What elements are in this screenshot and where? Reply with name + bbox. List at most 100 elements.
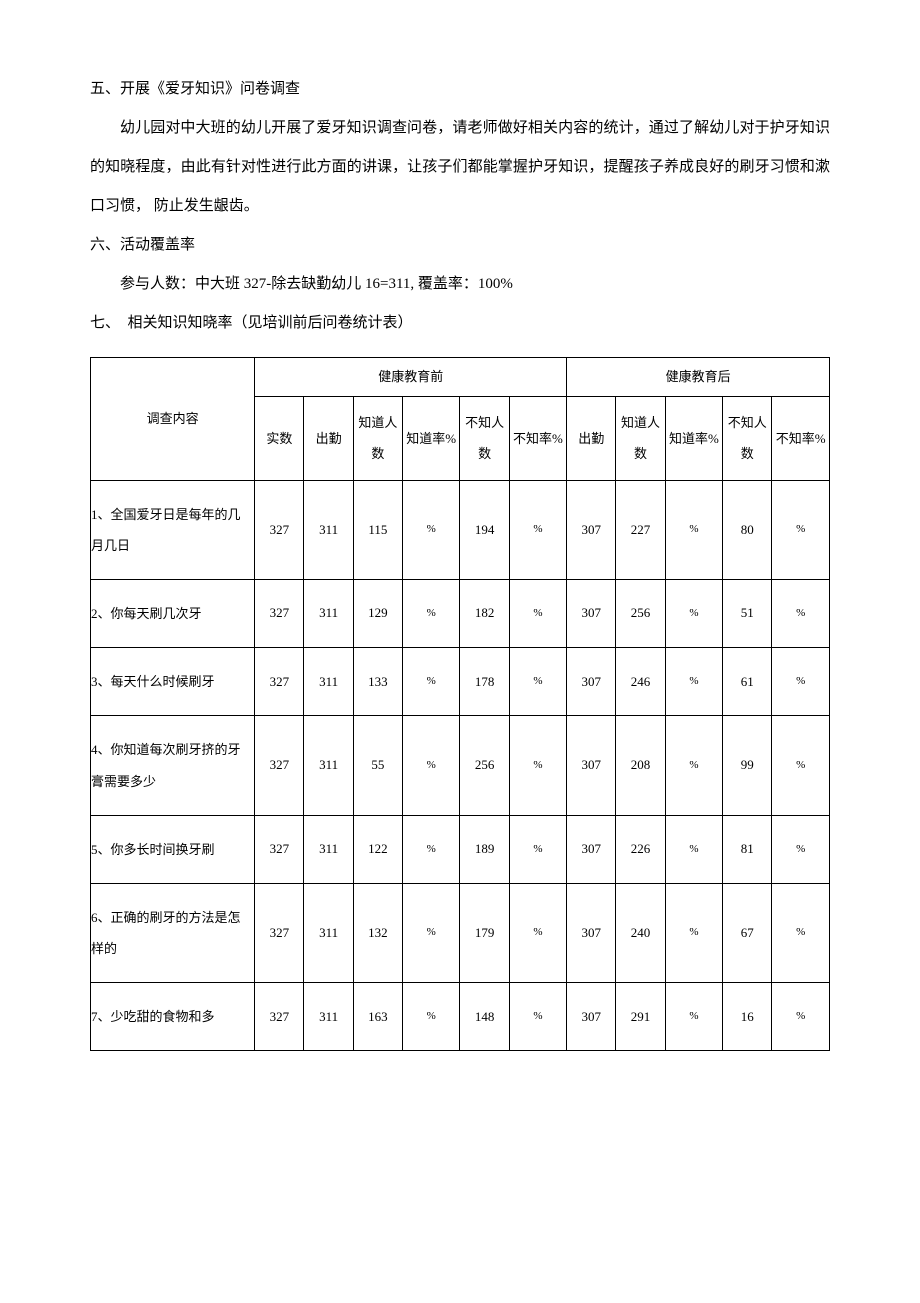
cell-real: 327 [255, 716, 304, 815]
cell-after-attend: 307 [567, 815, 616, 883]
cell-before-known: 55 [353, 716, 402, 815]
cell-before-unknowpct: % [509, 883, 566, 982]
cell-question: 5、你多长时间换牙刷 [91, 815, 255, 883]
cell-before-unknowpct: % [509, 648, 566, 716]
cell-before-known: 122 [353, 815, 402, 883]
col-before-knowpct: 知道率% [402, 397, 459, 480]
cell-after-unknowpct: % [772, 648, 830, 716]
cell-before-attend: 311 [304, 815, 353, 883]
cell-question: 7、少吃甜的食物和多 [91, 983, 255, 1051]
cell-after-attend: 307 [567, 883, 616, 982]
cell-before-knowpct: % [402, 815, 459, 883]
table-row: 7、少吃甜的食物和多327311163%148%307291%16% [91, 983, 830, 1051]
col-before-known: 知道人数 [353, 397, 402, 480]
cell-after-knowpct: % [665, 579, 722, 647]
cell-real: 327 [255, 883, 304, 982]
section6-paragraph: 参与人数：中大班 327-除去缺勤幼儿 16=311, 覆盖率：100% [90, 265, 830, 304]
section7-heading: 七、 相关知识知晓率（见培训前后问卷统计表） [90, 304, 830, 343]
cell-after-known: 246 [616, 648, 665, 716]
cell-after-unknowpct: % [772, 983, 830, 1051]
section5-paragraph: 幼儿园对中大班的幼儿开展了爱牙知识调查问卷，请老师做好相关内容的统计，通过了解幼… [90, 109, 830, 226]
cell-before-known: 133 [353, 648, 402, 716]
cell-real: 327 [255, 579, 304, 647]
survey-table: 调查内容 健康教育前 健康教育后 实数 出勤 知道人数 知道率% 不知人数 不知… [90, 357, 830, 1051]
cell-after-known: 227 [616, 480, 665, 579]
cell-before-attend: 311 [304, 716, 353, 815]
table-row: 6、正确的刷牙的方法是怎样的327311132%179%307240%67% [91, 883, 830, 982]
cell-after-known: 208 [616, 716, 665, 815]
cell-after-unknowpct: % [772, 716, 830, 815]
cell-before-unknowpct: % [509, 579, 566, 647]
cell-after-unknown: 80 [723, 480, 772, 579]
cell-before-unknowpct: % [509, 480, 566, 579]
cell-after-known: 226 [616, 815, 665, 883]
cell-real: 327 [255, 815, 304, 883]
cell-before-unknown: 178 [460, 648, 509, 716]
cell-before-known: 129 [353, 579, 402, 647]
cell-after-unknowpct: % [772, 579, 830, 647]
cell-after-knowpct: % [665, 883, 722, 982]
cell-after-attend: 307 [567, 579, 616, 647]
cell-after-known: 291 [616, 983, 665, 1051]
cell-after-unknowpct: % [772, 480, 830, 579]
cell-before-knowpct: % [402, 579, 459, 647]
cell-before-knowpct: % [402, 883, 459, 982]
cell-before-attend: 311 [304, 480, 353, 579]
cell-after-knowpct: % [665, 983, 722, 1051]
cell-question: 2、你每天刷几次牙 [91, 579, 255, 647]
cell-after-unknowpct: % [772, 815, 830, 883]
cell-before-unknown: 194 [460, 480, 509, 579]
cell-after-unknowpct: % [772, 883, 830, 982]
cell-after-knowpct: % [665, 716, 722, 815]
cell-before-attend: 311 [304, 648, 353, 716]
table-row: 1、全国爱牙日是每年的几月几日327311115%194%307227%80% [91, 480, 830, 579]
cell-before-attend: 311 [304, 883, 353, 982]
cell-before-known: 115 [353, 480, 402, 579]
table-head: 调查内容 健康教育前 健康教育后 实数 出勤 知道人数 知道率% 不知人数 不知… [91, 358, 830, 481]
cell-after-attend: 307 [567, 983, 616, 1051]
table-row: 2、你每天刷几次牙327311129%182%307256%51% [91, 579, 830, 647]
cell-after-unknown: 99 [723, 716, 772, 815]
cell-before-unknown: 182 [460, 579, 509, 647]
cell-after-knowpct: % [665, 480, 722, 579]
cell-after-unknown: 51 [723, 579, 772, 647]
col-after-known: 知道人数 [616, 397, 665, 480]
col-after-knowpct: 知道率% [665, 397, 722, 480]
cell-after-known: 256 [616, 579, 665, 647]
cell-before-knowpct: % [402, 480, 459, 579]
survey-table-container: 调查内容 健康教育前 健康教育后 实数 出勤 知道人数 知道率% 不知人数 不知… [90, 357, 830, 1051]
cell-before-unknowpct: % [509, 983, 566, 1051]
cell-after-knowpct: % [665, 648, 722, 716]
cell-real: 327 [255, 983, 304, 1051]
cell-question: 3、每天什么时候刷牙 [91, 648, 255, 716]
section5-heading: 五、开展《爱牙知识》问卷调查 [90, 70, 830, 109]
cell-after-unknown: 61 [723, 648, 772, 716]
colgroup-before: 健康教育前 [255, 358, 567, 397]
cell-after-knowpct: % [665, 815, 722, 883]
cell-before-unknown: 179 [460, 883, 509, 982]
col-before-attend: 出勤 [304, 397, 353, 480]
cell-after-unknown: 67 [723, 883, 772, 982]
table-row: 5、你多长时间换牙刷327311122%189%307226%81% [91, 815, 830, 883]
cell-real: 327 [255, 480, 304, 579]
table-header-row1: 调查内容 健康教育前 健康教育后 [91, 358, 830, 397]
col-survey-content: 调查内容 [91, 358, 255, 481]
cell-before-knowpct: % [402, 983, 459, 1051]
table-row: 4、你知道每次刷牙挤的牙膏需要多少32731155%256%307208%99% [91, 716, 830, 815]
section6-heading: 六、活动覆盖率 [90, 226, 830, 265]
cell-real: 327 [255, 648, 304, 716]
cell-before-knowpct: % [402, 716, 459, 815]
col-real: 实数 [255, 397, 304, 480]
cell-question: 1、全国爱牙日是每年的几月几日 [91, 480, 255, 579]
table-row: 3、每天什么时候刷牙327311133%178%307246%61% [91, 648, 830, 716]
table-body: 1、全国爱牙日是每年的几月几日327311115%194%307227%80%2… [91, 480, 830, 1051]
cell-after-unknown: 16 [723, 983, 772, 1051]
col-before-unknown: 不知人数 [460, 397, 509, 480]
cell-after-known: 240 [616, 883, 665, 982]
cell-before-unknown: 256 [460, 716, 509, 815]
cell-before-attend: 311 [304, 983, 353, 1051]
col-after-unknown: 不知人数 [723, 397, 772, 480]
col-after-unknowpct: 不知率% [772, 397, 830, 480]
cell-before-unknowpct: % [509, 716, 566, 815]
cell-after-attend: 307 [567, 716, 616, 815]
